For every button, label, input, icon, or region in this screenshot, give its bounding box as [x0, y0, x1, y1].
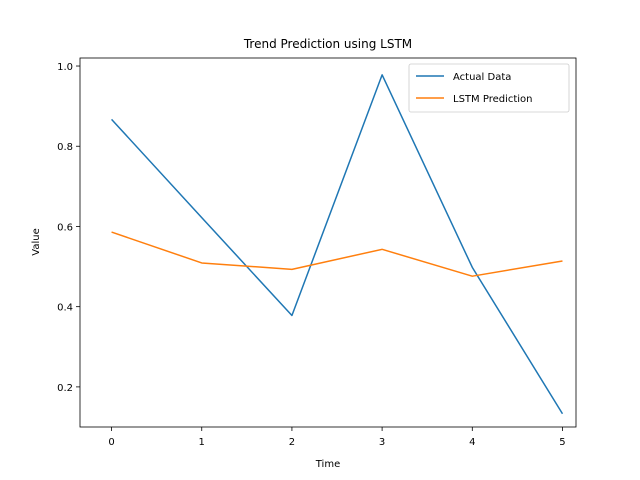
plot-area: [79, 57, 577, 428]
legend-label: LSTM Prediction: [453, 94, 533, 105]
x-tick-label: 0: [108, 437, 114, 448]
x-tick-label: 5: [559, 437, 565, 448]
y-tick-label: 1.0: [57, 62, 73, 73]
legend-label: Actual Data: [453, 72, 511, 83]
series-line-actual-data: [111, 74, 564, 415]
y-axis: 0.2 0.4 0.6 0.8 1.0: [57, 62, 80, 394]
x-axis: 0 1 2 3 4 5: [108, 427, 566, 448]
legend-box: [408, 63, 570, 113]
x-tick-label: 1: [199, 437, 205, 448]
y-tick-label: 0.2: [57, 383, 73, 394]
series-line-lstm-prediction: [111, 231, 563, 277]
series-lines: [111, 74, 564, 415]
x-tick-label: 2: [289, 437, 295, 448]
x-axis-label: Time: [315, 459, 340, 470]
y-tick-label: 0.8: [57, 142, 73, 153]
y-tick-label: 0.6: [57, 222, 73, 233]
y-tick-label: 0.4: [57, 303, 73, 314]
x-tick-label: 4: [469, 437, 475, 448]
y-axis-label: Value: [31, 228, 42, 255]
chart-title: Trend Prediction using LSTM: [243, 37, 412, 51]
x-tick-label: 3: [379, 437, 385, 448]
legend: Actual Data LSTM Prediction: [408, 63, 570, 113]
